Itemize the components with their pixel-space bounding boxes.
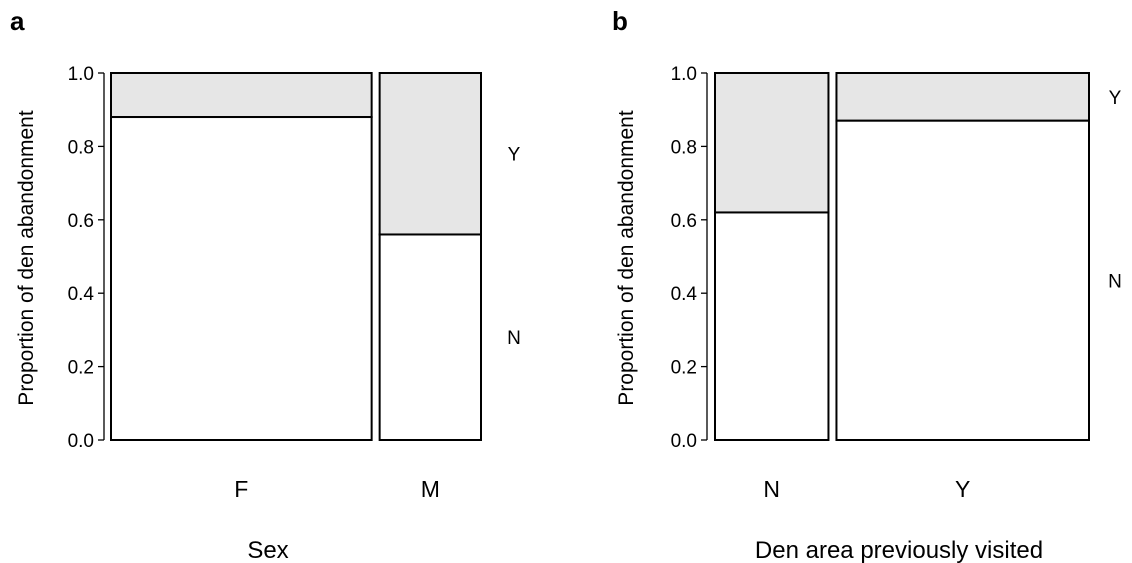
y-tick-label: 0.0 <box>68 431 94 452</box>
y-axis-a: 0.0 0.2 0.4 0.6 0.8 1.0 <box>68 64 105 452</box>
mosaic-block-y-y <box>835 72 1091 122</box>
y-tick-label: 0.2 <box>68 358 94 379</box>
y-tick-label: 0.6 <box>671 211 697 232</box>
y-axis-b: 0.0 0.2 0.4 0.6 0.8 1.0 <box>671 64 708 452</box>
response-label-n: N <box>507 328 521 349</box>
mosaic-block-n-y <box>835 119 1091 442</box>
mosaic-blocks-b <box>714 72 1091 442</box>
mosaic-block-n-n <box>714 211 830 441</box>
response-labels-b: YN <box>1108 88 1122 293</box>
panel-b: b Proportion of den abandonment 0.00.20.… <box>612 6 1122 563</box>
panel-letter-a: a <box>10 6 25 36</box>
mosaic-blocks-a <box>110 72 483 441</box>
y-tick-label: 0.4 <box>68 284 95 305</box>
response-label-y: Y <box>508 145 521 166</box>
mosaic-block-n-f <box>110 116 373 441</box>
y-tick-label: 0.8 <box>68 137 94 158</box>
response-label-y: Y <box>1109 88 1122 109</box>
x-category-label: F <box>234 476 248 502</box>
mosaic-block-y-n <box>714 72 830 214</box>
x-category-label: M <box>421 476 440 502</box>
x-category-label: Y <box>955 476 970 502</box>
mosaic-block-y-m <box>378 72 483 236</box>
mosaic-block-y-f <box>110 72 373 119</box>
y-tick-label: 0.8 <box>671 137 697 158</box>
response-label-n: N <box>1108 271 1122 292</box>
panel-letter-b: b <box>612 6 628 36</box>
response-labels-a: YN <box>507 145 521 349</box>
y-axis-title-b: Proportion of den abandonment <box>615 110 638 406</box>
mosaic-block-n-m <box>378 233 483 441</box>
y-tick-label: 0.6 <box>68 211 94 232</box>
x-category-label: N <box>763 476 780 502</box>
panel-a: a Proportion of den abandonment 0.00.20.… <box>10 6 521 563</box>
y-tick-label: 0.0 <box>671 431 697 452</box>
y-axis-title-a: Proportion of den abandonment <box>15 110 38 406</box>
x-axis-title-a: Sex <box>247 537 288 563</box>
y-tick-label: 0.2 <box>671 358 697 379</box>
y-tick-label: 1.0 <box>68 64 94 85</box>
y-tick-label: 1.0 <box>671 64 697 85</box>
y-tick-label: 0.4 <box>671 284 698 305</box>
x-axis-title-b: Den area previously visited <box>755 537 1043 563</box>
